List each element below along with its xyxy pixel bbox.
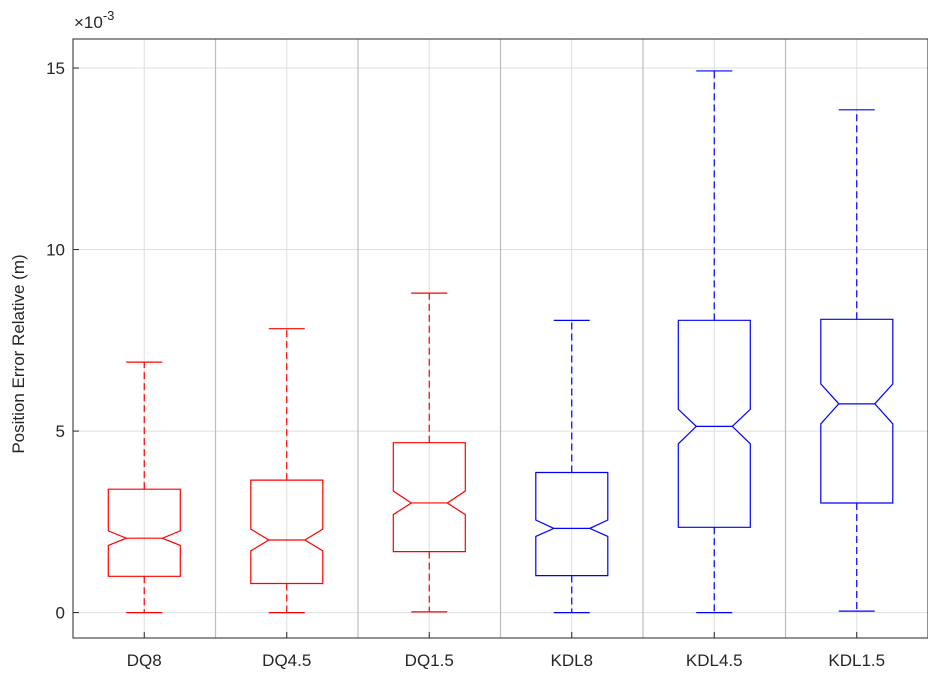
y-axis-label: Position Error Relative (m) (9, 254, 28, 453)
grid (73, 39, 928, 638)
notched-box (107, 488, 181, 577)
y-tick-label: 10 (46, 241, 65, 260)
y-tick-label: 5 (56, 422, 65, 441)
y-exponent-power: -3 (103, 8, 115, 23)
x-tick-label: KDL1.5 (828, 651, 885, 670)
y-tick-label: 15 (46, 59, 65, 78)
box-KDL4.5 (677, 70, 751, 614)
x-tick-label: KDL4.5 (686, 651, 743, 670)
notched-box (250, 479, 324, 585)
x-axis-ticks: DQ8 DQ4.5 DQ1.5 KDL8 KDL4.5 KDL1.5 (127, 632, 885, 670)
box-KDL8 (535, 319, 609, 614)
notched-box (820, 318, 894, 504)
box-KDL1.5 (820, 109, 894, 612)
notched-box (392, 442, 466, 553)
x-tick-label: KDL8 (550, 651, 593, 670)
x-tick-label: DQ8 (127, 651, 162, 670)
boxes (107, 70, 894, 614)
box-DQ1.5 (392, 292, 466, 613)
y-axis-ticks: 0 5 10 15 (46, 59, 79, 623)
y-exponent-label: ×10-3 (74, 8, 114, 32)
axes-frame (72, 38, 928, 639)
y-tick-label: 0 (56, 604, 65, 623)
notched-box (677, 319, 751, 528)
box-DQ4.5 (250, 328, 324, 614)
box-DQ8 (107, 361, 181, 614)
notched-box (535, 471, 609, 577)
x-tick-label: DQ4.5 (262, 651, 311, 670)
y-exponent-base: ×10 (74, 13, 103, 32)
x-tick-label: DQ1.5 (405, 651, 454, 670)
